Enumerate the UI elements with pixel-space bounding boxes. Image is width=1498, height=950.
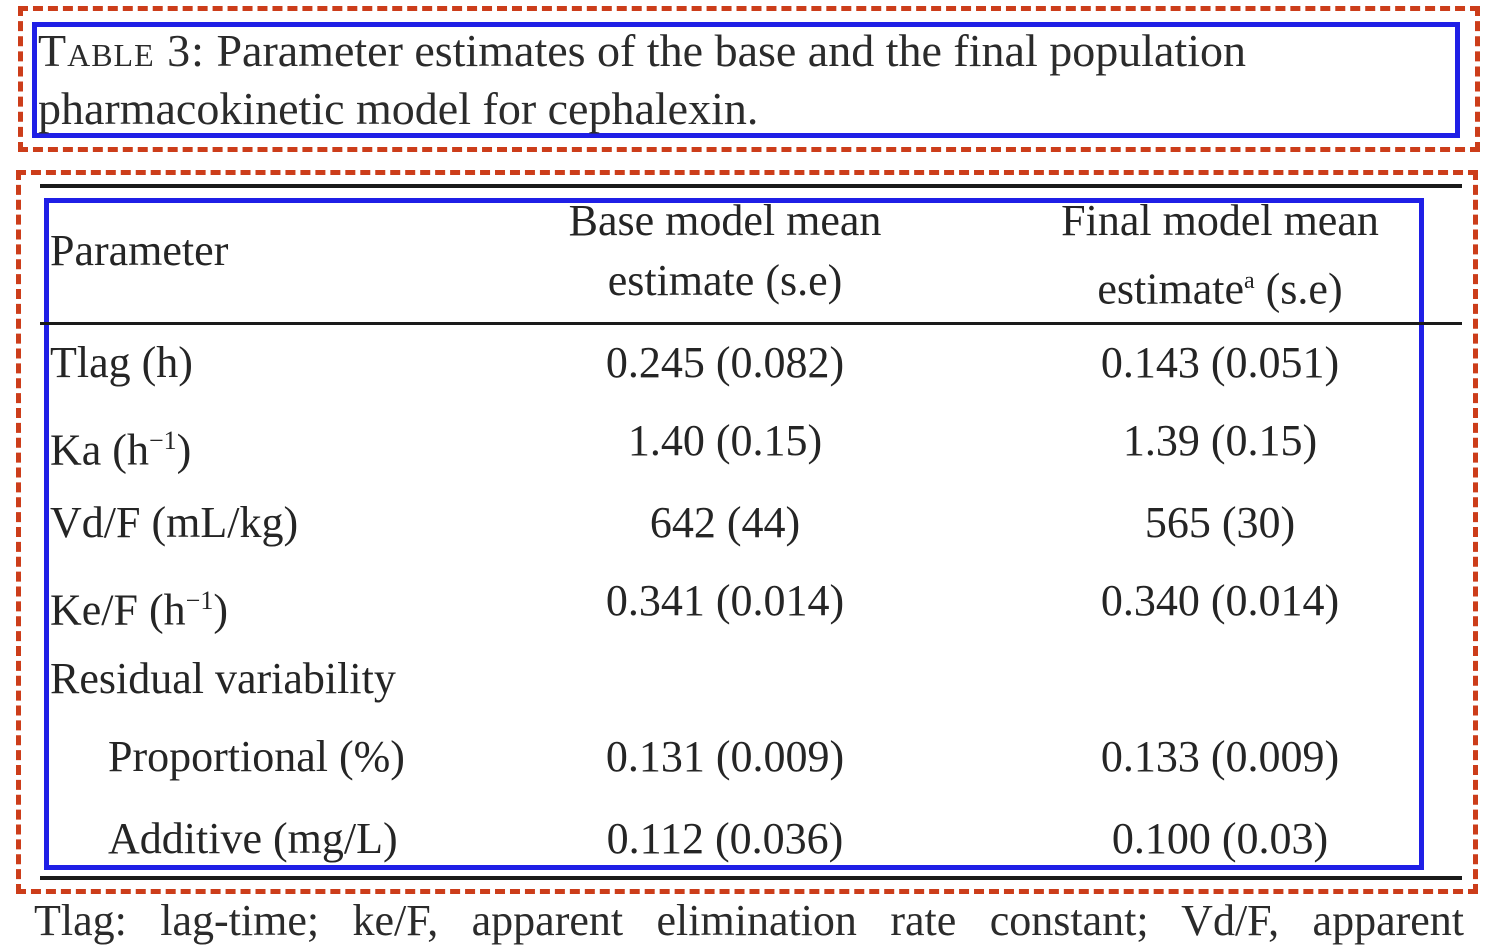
bottom-rule: [40, 876, 1462, 880]
row-proportional-param: Proportional (%): [108, 732, 405, 781]
row-ka-param-close: ): [176, 425, 192, 475]
header-parameter: Parameter: [50, 226, 229, 275]
row-vdf-base: 642 (44): [649, 498, 801, 547]
row-ka-param-exponent: −1: [148, 426, 177, 455]
caption-label: Table 3:: [38, 25, 205, 76]
row-tlag-final: 0.143 (0.051): [1100, 338, 1340, 387]
header-base-line1: Base model mean: [568, 196, 882, 245]
row-vdf-param: Vd/F (mL/kg): [50, 498, 299, 547]
header-final-line1: Final model mean: [1061, 196, 1379, 245]
row-vdf-final: 565 (30): [1144, 498, 1296, 547]
header-base-line2: estimate (s.e): [607, 256, 843, 305]
header-final-estimate: estimate: [1097, 264, 1244, 314]
row-residual-heading: Residual variability: [50, 654, 396, 703]
top-rule: [40, 184, 1462, 188]
header-rule: [40, 322, 1462, 325]
header-final-line2: estimatea (s.e): [990, 252, 1450, 319]
caption-text: Parameter estimates of the base and the …: [38, 25, 1246, 134]
row-additive-final: 0.100 (0.03): [1111, 814, 1329, 863]
row-kef-param-exponent: −1: [185, 586, 214, 615]
row-kef-param: Ke/F (h−1): [50, 572, 228, 640]
row-ka-param-text: Ka (h: [50, 425, 149, 475]
row-proportional-base: 0.131 (0.009): [605, 732, 845, 781]
row-kef-param-text: Ke/F (h: [50, 585, 186, 635]
row-additive-base: 0.112 (0.036): [606, 814, 844, 863]
header-final-footnote-mark: a: [1243, 268, 1255, 294]
row-kef-param-close: ): [213, 585, 228, 635]
header-final-se: (s.e): [1254, 264, 1343, 314]
caption-text-outline: [32, 22, 1460, 138]
row-tlag-param: Tlag (h): [50, 338, 193, 387]
table-footnote: Tlag: lag-time; ke/F, apparent eliminati…: [34, 896, 1464, 945]
row-additive-param: Additive (mg/L): [108, 814, 398, 863]
table-region-outline: [16, 170, 1478, 894]
row-tlag-base: 0.245 (0.082): [605, 338, 845, 387]
row-ka-param: Ka (h−1): [50, 412, 191, 480]
table-caption: Table 3: Parameter estimates of the base…: [38, 22, 1458, 138]
row-ka-base: 1.40 (0.15): [627, 416, 823, 465]
row-kef-final: 0.340 (0.014): [1100, 576, 1340, 625]
caption-region-outline: [18, 6, 1480, 152]
table-body-outline: [44, 198, 1424, 870]
row-proportional-final: 0.133 (0.009): [1100, 732, 1340, 781]
row-kef-base: 0.341 (0.014): [605, 576, 845, 625]
row-ka-final: 1.39 (0.15): [1122, 416, 1318, 465]
